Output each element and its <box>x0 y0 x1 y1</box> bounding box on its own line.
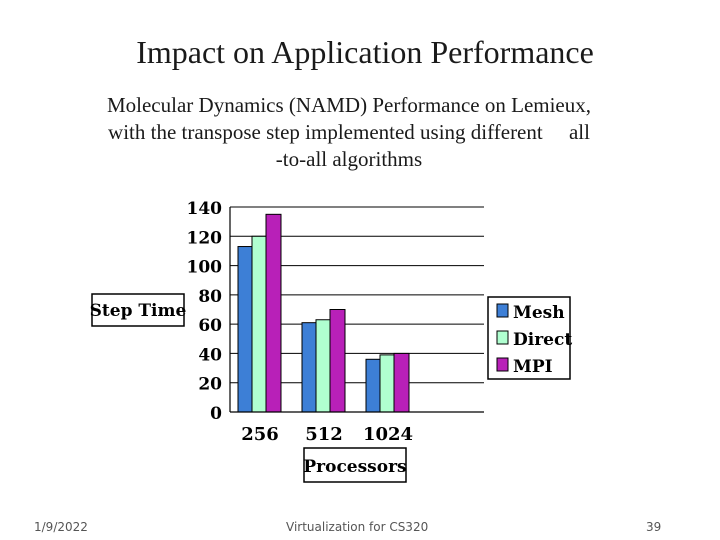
footer-date: 1/9/2022 <box>34 520 88 534</box>
legend-swatch-mesh <box>496 303 509 318</box>
bar-direct-512 <box>315 319 332 413</box>
subtitle-line-2: with the transpose step implemented usin… <box>108 120 590 144</box>
bar-mesh-512 <box>301 322 318 413</box>
legend-label-mpi: MPI <box>513 357 553 377</box>
x-tick-label: 1024 <box>363 424 413 445</box>
y-tick-label: 120 <box>187 228 223 248</box>
bar-mpi-1024 <box>393 352 410 413</box>
legend-swatch-mpi <box>496 357 509 372</box>
chart-legend: Mesh Direct MPI <box>487 296 572 380</box>
subtitle-line-3: -to-all algorithms <box>275 147 423 171</box>
x-tick-label: 512 <box>305 424 343 445</box>
legend-label-mesh: Mesh <box>513 303 565 323</box>
x-axis-label: Processors <box>303 457 406 477</box>
y-tick-label: 60 <box>198 316 222 336</box>
subtitle-line-1: Molecular Dynamics (NAMD) Performance on… <box>106 93 591 117</box>
y-axis-label: Step Time <box>90 301 187 321</box>
y-tick-label: 0 <box>210 404 222 424</box>
y-tick-label: 100 <box>187 258 223 278</box>
chart-labels: 0 20 40 60 80 100 120 140 256 512 1024 Step Time Pro… <box>90 199 413 483</box>
chart-bars <box>237 213 410 413</box>
y-tick-label: 80 <box>198 287 222 307</box>
footer-center-text: Virtualization for CS320 <box>286 520 429 534</box>
bar-mpi-256 <box>265 213 282 413</box>
footer-page-number: 39 <box>646 520 662 534</box>
y-axis-label-box <box>91 293 185 327</box>
x-axis-label-box <box>303 447 407 483</box>
x-tick-label: 256 <box>241 424 279 445</box>
y-tick-label: 40 <box>198 345 222 365</box>
bar-mesh-256 <box>237 246 254 413</box>
slide-title: Impact on Application Performance <box>136 34 594 70</box>
chart-axes <box>229 207 484 413</box>
bar-direct-256 <box>251 235 268 413</box>
bar-mpi-512 <box>329 309 346 413</box>
y-tick-label: 140 <box>187 199 223 219</box>
bar-direct-1024 <box>379 354 396 413</box>
legend-swatch-direct <box>496 330 509 345</box>
legend-label-direct: Direct <box>513 330 572 350</box>
bar-mesh-1024 <box>365 358 382 413</box>
y-tick-label: 20 <box>198 375 222 395</box>
slide-subtitle: Molecular Dynamics (NAMD) Performance on… <box>64 92 634 173</box>
